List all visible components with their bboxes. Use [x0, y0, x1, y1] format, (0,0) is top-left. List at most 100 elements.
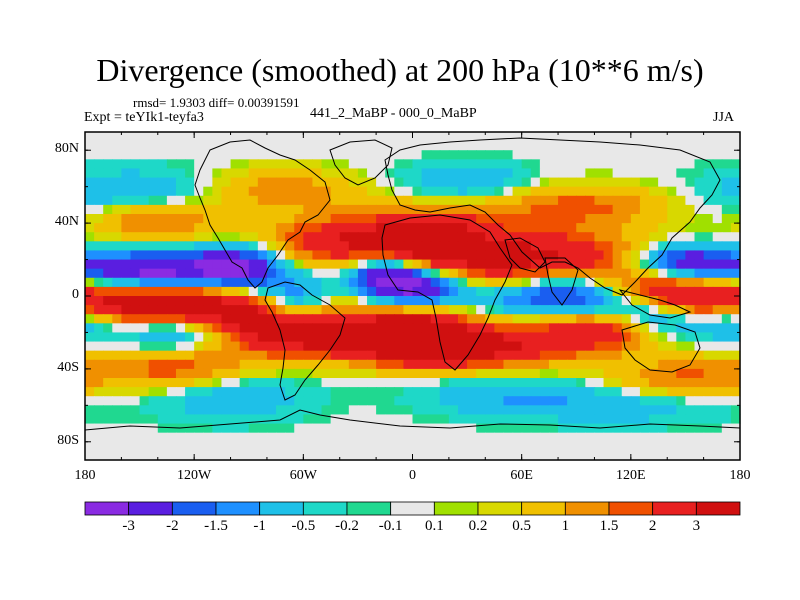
field-cell	[721, 332, 732, 343]
field-cell	[157, 177, 168, 188]
field-cell	[239, 286, 250, 297]
field-cell	[376, 214, 386, 224]
field-cell	[276, 432, 286, 443]
field-cell	[494, 223, 505, 233]
field-cell	[530, 359, 541, 370]
field-cell	[576, 250, 586, 261]
field-cell	[721, 341, 732, 352]
field-cell	[157, 387, 168, 397]
field-cell	[367, 296, 377, 306]
field-cell	[394, 177, 405, 188]
field-cell	[248, 378, 259, 388]
field-cell	[567, 423, 577, 434]
field-cell	[203, 350, 213, 361]
field-cell	[421, 177, 432, 188]
field-cell	[266, 250, 277, 261]
field-cell	[503, 232, 514, 242]
field-cell	[585, 195, 596, 206]
field-cell	[658, 186, 668, 197]
field-cell	[730, 141, 741, 151]
field-cell	[512, 432, 523, 443]
field-cell	[685, 159, 696, 170]
field-cell	[649, 350, 659, 361]
field-cell	[630, 405, 641, 416]
field-cell	[357, 405, 368, 416]
field-cell	[548, 432, 559, 443]
field-cell	[94, 414, 104, 425]
field-cell	[339, 186, 350, 197]
field-cell	[676, 168, 687, 179]
field-cell	[385, 314, 395, 324]
field-cell	[385, 214, 395, 224]
field-cell	[257, 214, 268, 224]
field-cell	[594, 314, 605, 324]
field-cell	[130, 223, 141, 233]
field-cell	[103, 259, 113, 270]
field-cell	[257, 405, 268, 416]
field-cell	[548, 387, 559, 397]
field-cell	[212, 168, 223, 179]
field-cell	[667, 159, 677, 170]
field-cell	[339, 405, 350, 416]
field-cell	[421, 204, 432, 215]
field-cell	[212, 396, 223, 406]
field-cell	[685, 405, 696, 416]
field-cell	[94, 250, 104, 261]
field-cell	[539, 250, 550, 261]
field-cell	[185, 250, 195, 261]
field-cell	[203, 186, 213, 197]
field-cell	[130, 432, 141, 443]
field-cell	[112, 323, 122, 334]
field-cell	[594, 332, 605, 343]
field-cell	[649, 204, 659, 215]
field-cell	[667, 423, 677, 434]
field-cell	[530, 150, 541, 160]
field-cell	[667, 232, 677, 242]
field-cell	[248, 296, 259, 306]
field-cell	[548, 132, 559, 142]
field-cell	[230, 159, 241, 170]
field-cell	[212, 441, 223, 452]
field-cell	[585, 441, 596, 452]
field-cell	[512, 250, 523, 261]
field-cell	[285, 141, 295, 151]
field-cell	[421, 186, 432, 197]
field-cell	[530, 286, 541, 297]
field-cell	[339, 341, 350, 352]
field-cell	[121, 414, 132, 425]
field-cell	[667, 141, 677, 151]
field-cell	[376, 232, 386, 242]
field-cell	[403, 223, 414, 233]
field-cell	[430, 387, 441, 397]
field-cell	[521, 296, 532, 306]
field-cell	[312, 378, 323, 388]
field-cell	[567, 350, 577, 361]
field-cell	[394, 314, 405, 324]
field-cell	[285, 214, 295, 224]
field-cell	[412, 168, 423, 179]
field-cell	[94, 150, 104, 160]
field-cell	[439, 286, 450, 297]
field-cell	[485, 232, 495, 242]
field-cell	[257, 359, 268, 370]
field-cell	[567, 332, 577, 343]
field-cell	[539, 241, 550, 252]
field-cell	[412, 223, 423, 233]
field-cell	[558, 405, 568, 416]
field-cell	[494, 159, 505, 170]
field-cell	[85, 441, 95, 452]
field-cell	[121, 368, 132, 379]
field-cell	[321, 241, 332, 252]
field-cell	[621, 168, 632, 179]
field-cell	[357, 378, 368, 388]
field-cell	[348, 223, 359, 233]
field-cell	[266, 323, 277, 334]
field-cell	[367, 250, 377, 261]
field-cell	[694, 223, 705, 233]
field-cell	[367, 314, 377, 324]
field-cell	[412, 204, 423, 215]
field-cell	[385, 241, 395, 252]
field-cell	[476, 259, 486, 270]
field-cell	[257, 232, 268, 242]
field-cell	[439, 432, 450, 443]
